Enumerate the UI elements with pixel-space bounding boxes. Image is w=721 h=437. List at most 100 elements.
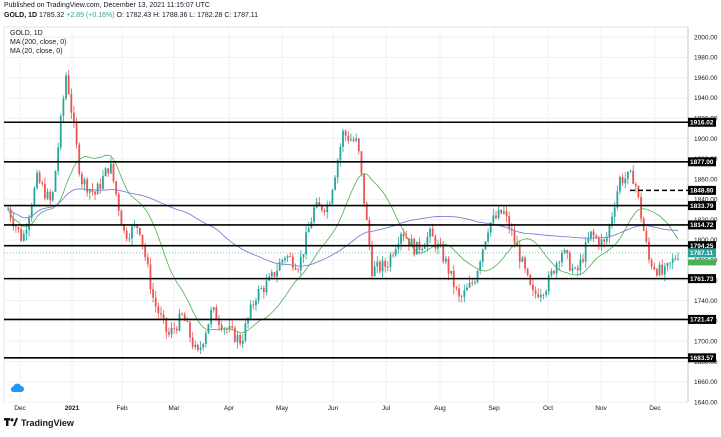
candle-body xyxy=(526,268,529,275)
candle-body xyxy=(481,249,484,262)
candle-body xyxy=(128,238,131,240)
candle-body xyxy=(600,239,603,246)
candle-body xyxy=(286,256,289,258)
candle-body xyxy=(608,224,611,238)
candle-body xyxy=(162,314,165,318)
candle-body xyxy=(344,130,347,136)
candle-body xyxy=(658,264,661,276)
candle-body xyxy=(255,300,257,306)
candle-body xyxy=(99,183,102,189)
candle-body xyxy=(44,184,46,199)
candle-body xyxy=(539,294,542,298)
candle-body xyxy=(582,259,584,262)
candle-body xyxy=(181,313,183,315)
candle-body xyxy=(671,258,674,263)
candle-body xyxy=(489,222,492,233)
candle-body xyxy=(613,207,616,217)
candle-body xyxy=(336,160,339,178)
candle-body xyxy=(62,98,65,116)
candle-body xyxy=(149,264,152,290)
candle-body xyxy=(144,245,147,258)
y-tick-label: 2000.00 xyxy=(694,34,718,41)
candle-body xyxy=(189,322,191,338)
level-label-bg xyxy=(688,220,716,230)
candle-body xyxy=(524,257,526,269)
candle-body xyxy=(138,227,141,235)
candle-body xyxy=(394,248,397,256)
y-tick-label: 1820.00 xyxy=(694,217,718,224)
candle-body xyxy=(595,235,598,238)
candle-body xyxy=(611,216,613,225)
candle-body xyxy=(650,259,653,267)
candle-body xyxy=(532,284,534,291)
candle-body xyxy=(199,347,202,350)
level-label: 1814.72 xyxy=(690,222,714,229)
candle-body xyxy=(294,267,297,270)
candle-body xyxy=(305,232,307,255)
symbol-name: GOLD, 1D xyxy=(4,12,38,19)
candle-body xyxy=(674,258,677,260)
candle-body xyxy=(350,139,352,141)
candle-body xyxy=(537,293,540,298)
candle-body xyxy=(284,257,286,260)
candle-body xyxy=(384,260,387,267)
candle-body xyxy=(86,179,89,193)
footer-brand[interactable]: TradingView xyxy=(4,418,74,428)
candle-body xyxy=(22,233,25,241)
y-tick-label: 1800.00 xyxy=(694,237,718,244)
candle-body xyxy=(405,236,408,239)
tradingview-logo-icon xyxy=(4,418,18,428)
candle-body xyxy=(20,229,23,241)
candle-body xyxy=(447,258,450,274)
cloud-icon[interactable] xyxy=(10,380,24,398)
candle-body xyxy=(54,170,57,192)
candle-body xyxy=(455,287,458,289)
candle-body xyxy=(518,245,521,262)
current-price-label: 1787.11 xyxy=(690,250,714,257)
candle-body xyxy=(297,269,300,271)
plot-frame xyxy=(3,26,689,403)
candle-body xyxy=(289,256,292,257)
candle-body xyxy=(273,272,276,277)
candle-body xyxy=(57,147,60,171)
candle-body xyxy=(558,262,561,264)
x-tick-label: Mar xyxy=(168,405,180,412)
candle-body xyxy=(505,211,508,217)
candle-body xyxy=(104,168,107,177)
candle-body xyxy=(218,320,220,325)
candle-body xyxy=(197,344,199,350)
candle-body xyxy=(629,170,632,172)
candle-body xyxy=(371,246,373,277)
candle-body xyxy=(25,229,28,234)
level-label-bg xyxy=(688,201,716,211)
candle-body xyxy=(357,138,360,152)
x-tick-label: 2021 xyxy=(65,405,80,412)
candle-body xyxy=(534,290,537,294)
current-price-bg xyxy=(688,248,716,258)
candle-body xyxy=(352,139,355,141)
candle-body xyxy=(278,262,281,271)
candle-body xyxy=(212,307,215,310)
candle-body xyxy=(170,327,173,335)
candle-body xyxy=(373,266,376,277)
legend-ma200: MA (200, close, 0) xyxy=(10,39,67,46)
candle-body xyxy=(175,328,178,331)
level-label: 1833.79 xyxy=(690,203,714,210)
candle-body xyxy=(529,274,532,285)
candle-body xyxy=(38,172,41,183)
candle-body xyxy=(141,234,144,246)
candle-body xyxy=(442,245,445,262)
candle-body xyxy=(125,230,128,239)
candle-body xyxy=(584,242,587,262)
candle-body xyxy=(347,135,350,141)
legend-title: GOLD, 1D xyxy=(10,30,43,37)
candle-body xyxy=(36,172,38,189)
candle-body xyxy=(80,174,83,185)
candle-body xyxy=(389,254,392,268)
symbol-info: GOLD, 1D 1785.32 +2.89 (+0.16%) O: 1782.… xyxy=(4,12,258,19)
candle-body xyxy=(75,122,78,145)
x-tick-label: Nov xyxy=(595,405,607,412)
candle-body xyxy=(637,185,640,197)
candle-body xyxy=(152,289,154,298)
